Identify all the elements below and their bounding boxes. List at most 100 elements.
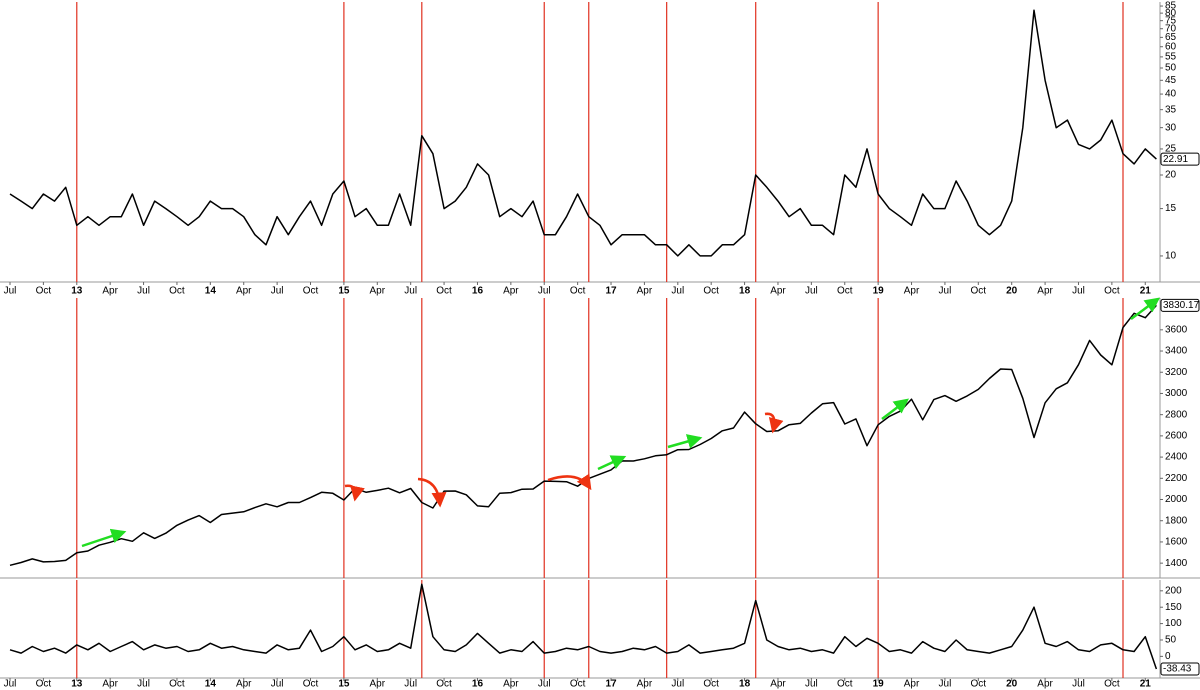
x-tick-label: Oct <box>971 679 987 690</box>
x-tick-label: 15 <box>338 286 350 297</box>
x-tick-label: Apr <box>370 679 386 690</box>
y-tick-label: 85 <box>1165 1 1177 12</box>
x-tick-label: Jul <box>939 679 952 690</box>
y-tick-label: 3000 <box>1165 388 1188 399</box>
x-tick-label: Oct <box>169 679 185 690</box>
y-tick-label: 0 <box>1165 651 1171 662</box>
x-tick-label: Jul <box>4 286 17 297</box>
y-tick-label: 100 <box>1165 618 1182 629</box>
x-tick-label: Oct <box>169 286 185 297</box>
x-tick-label: Oct <box>971 286 987 297</box>
x-tick-label: 19 <box>873 286 885 297</box>
red-arrow <box>547 473 592 491</box>
x-tick-label: Apr <box>102 679 118 690</box>
x-tick-label: Oct <box>436 679 452 690</box>
x-tick-label: Oct <box>303 679 319 690</box>
y-tick-label: 75 <box>1165 15 1177 26</box>
x-tick-label: Oct <box>303 286 319 297</box>
x-tick-label: Apr <box>637 679 653 690</box>
y-tick-label: 40 <box>1165 89 1177 100</box>
x-tick-label: Apr <box>102 286 118 297</box>
y-tick-label: 50 <box>1165 63 1177 74</box>
y-tick-label: 10 <box>1165 251 1177 262</box>
y-tick-label: 3200 <box>1165 367 1188 378</box>
x-tick-label: 14 <box>205 286 217 297</box>
x-tick-label: Apr <box>236 286 252 297</box>
x-tick-label: Apr <box>1037 286 1053 297</box>
y-tick-label: 1800 <box>1165 515 1188 526</box>
x-tick-label: Apr <box>770 286 786 297</box>
data-line <box>9 9 1157 257</box>
y-tick-label: 50 <box>1165 635 1177 646</box>
last-value-label: -38.43 <box>1163 664 1192 675</box>
x-tick-label: 21 <box>1140 286 1152 297</box>
y-tick-label: 25 <box>1165 144 1177 155</box>
x-tick-label: Jul <box>805 286 818 297</box>
x-tick-label: Jul <box>137 286 150 297</box>
x-tick-label: Jul <box>805 679 818 690</box>
x-tick-label: 16 <box>472 679 484 690</box>
x-tick-label: Oct <box>837 286 853 297</box>
y-tick-label: 2600 <box>1165 431 1188 442</box>
last-value-label: 22.91 <box>1163 154 1188 165</box>
red-arrow <box>344 484 365 502</box>
y-tick-label: 2400 <box>1165 452 1188 463</box>
x-tick-label: Jul <box>538 286 551 297</box>
y-tick-label: 1400 <box>1165 558 1188 569</box>
x-tick-label: Jul <box>671 286 684 297</box>
x-tick-label: Oct <box>436 286 452 297</box>
green-arrow <box>81 528 127 548</box>
x-tick-label: Apr <box>1037 679 1053 690</box>
x-tick-label: Apr <box>236 679 252 690</box>
green-arrow <box>667 434 703 449</box>
last-value-box <box>1160 152 1200 166</box>
x-tick-label: 15 <box>338 679 350 690</box>
x-tick-label: Jul <box>538 679 551 690</box>
y-tick-label: 1600 <box>1165 537 1188 548</box>
x-tick-label: Jul <box>271 286 284 297</box>
x-tick-label: 17 <box>605 286 617 297</box>
y-tick-label: 70 <box>1165 23 1177 34</box>
y-tick-label: 55 <box>1165 52 1177 63</box>
y-tick-label: 30 <box>1165 122 1177 133</box>
x-tick-label: 20 <box>1006 286 1018 297</box>
green-arrow <box>1130 297 1161 321</box>
x-tick-label: 13 <box>71 286 83 297</box>
x-tick-label: Jul <box>404 679 417 690</box>
green-arrow <box>881 398 909 420</box>
x-tick-label: Apr <box>637 286 653 297</box>
last-value-box <box>1160 298 1200 312</box>
data-line <box>9 583 1158 670</box>
y-tick-label: 150 <box>1165 602 1182 613</box>
y-tick-label: 35 <box>1165 104 1177 115</box>
x-tick-label: Oct <box>837 679 853 690</box>
x-tick-label: Jul <box>4 679 17 690</box>
annotations <box>81 297 1161 548</box>
x-tick-label: Jul <box>271 679 284 690</box>
x-tick-label: Apr <box>503 286 519 297</box>
x-tick-label: 20 <box>1006 679 1018 690</box>
y-tick-label: 15 <box>1165 203 1177 214</box>
last-value-label: 3830.17 <box>1163 300 1200 311</box>
last-value-box <box>1160 662 1200 676</box>
x-tick-label: Jul <box>1072 679 1085 690</box>
green-arrow <box>597 455 627 471</box>
x-tick-label: Jul <box>137 679 150 690</box>
x-tick-label: Jul <box>1072 286 1085 297</box>
y-tick-label: 60 <box>1165 41 1177 52</box>
y-tick-label: 2200 <box>1165 473 1188 484</box>
x-tick-label: Oct <box>1104 286 1120 297</box>
y-tick-label: 2800 <box>1165 409 1188 420</box>
x-tick-label: 17 <box>605 679 617 690</box>
x-tick-label: 16 <box>472 286 484 297</box>
x-tick-label: Oct <box>1104 679 1120 690</box>
x-tick-label: Oct <box>570 679 586 690</box>
x-tick-label: Oct <box>570 286 586 297</box>
y-tick-label: 3600 <box>1165 324 1188 335</box>
x-tick-label: 19 <box>873 679 885 690</box>
x-tick-label: Apr <box>904 679 920 690</box>
red-arrow <box>764 412 784 434</box>
y-tick-label: 80 <box>1165 8 1177 19</box>
